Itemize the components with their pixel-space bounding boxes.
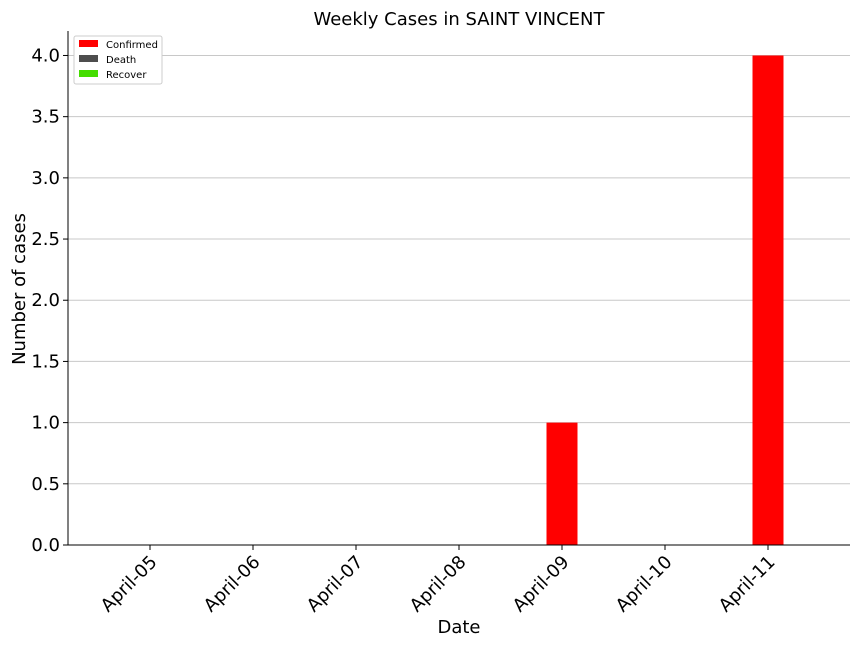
axes bbox=[67, 31, 850, 546]
y-tick-label: 3.0 bbox=[31, 168, 60, 189]
legend-swatch-confirmed bbox=[79, 40, 98, 47]
y-tick-label: 3.5 bbox=[31, 107, 60, 128]
x-tick-label: April-07 bbox=[303, 552, 368, 617]
y-tick-label: 2.5 bbox=[31, 229, 60, 250]
x-tick-label: April-11 bbox=[715, 552, 780, 617]
x-axis-title: Date bbox=[437, 617, 480, 638]
x-tick-label: April-09 bbox=[509, 552, 574, 617]
legend-label-confirmed: Confirmed bbox=[106, 40, 158, 51]
y-tick-label: 2.0 bbox=[31, 290, 60, 311]
y-tick-label: 1.0 bbox=[31, 413, 60, 434]
legend-swatch-death bbox=[79, 55, 98, 62]
legend-swatch-recover bbox=[79, 70, 98, 77]
x-tick-label: April-08 bbox=[406, 552, 471, 617]
bars bbox=[546, 55, 784, 545]
bar-confirmed-april-11 bbox=[752, 55, 784, 545]
gridlines bbox=[68, 54, 850, 485]
y-tick-label: 1.5 bbox=[31, 351, 60, 372]
x-tick-label: April-05 bbox=[97, 552, 162, 617]
legend-label-recover: Recover bbox=[106, 70, 147, 81]
x-tick-label: April-06 bbox=[200, 552, 265, 617]
legend: Confirmed Death Recover bbox=[73, 35, 163, 85]
y-axis-title: Number of cases bbox=[9, 213, 30, 365]
y-tick-label: 0.5 bbox=[31, 474, 60, 495]
bar-confirmed-april-09 bbox=[546, 422, 578, 545]
y-tick-labels: 0.0 0.5 1.0 1.5 2.0 2.5 3.0 3.5 4.0 bbox=[31, 45, 68, 556]
y-tick-label: 4.0 bbox=[31, 45, 60, 66]
x-tick-label: April-10 bbox=[612, 552, 677, 617]
chart-title: Weekly Cases in SAINT VINCENT bbox=[313, 9, 605, 30]
x-tick-labels: April-05 April-06 April-07 April-08 April-09… bbox=[97, 545, 780, 616]
legend-label-death: Death bbox=[106, 55, 136, 66]
y-tick-label: 0.0 bbox=[31, 535, 60, 556]
